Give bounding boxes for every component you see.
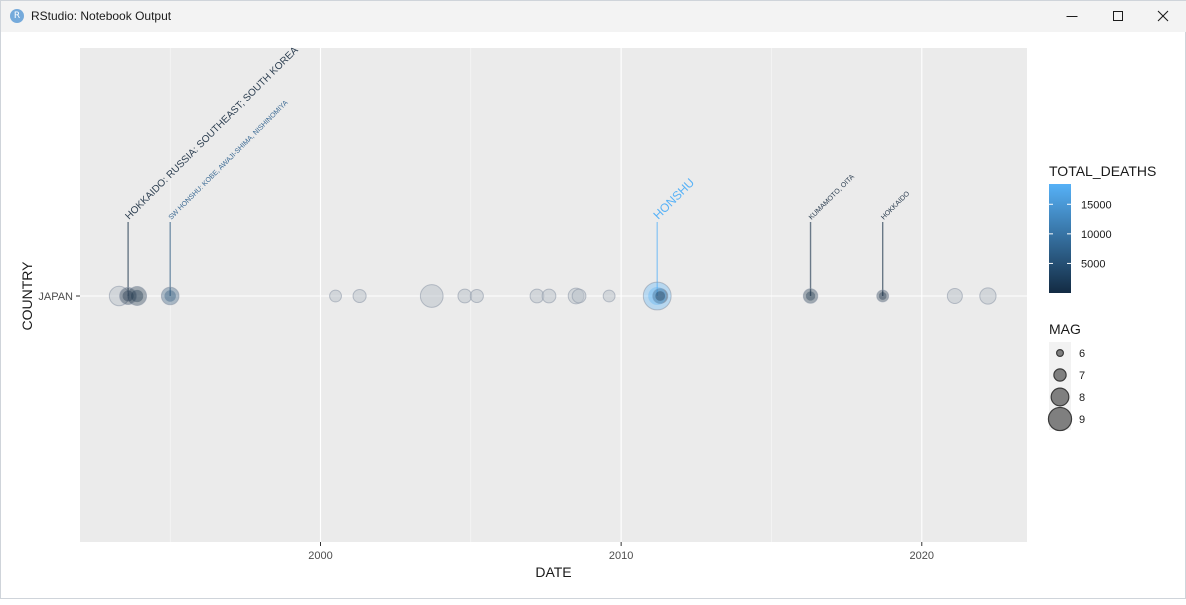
legend-mag-swatch [1053, 368, 1067, 382]
data-point [602, 289, 616, 303]
x-tick-label: 2000 [308, 550, 332, 562]
data-point [876, 289, 890, 303]
data-point-core [122, 290, 134, 302]
legend-deaths-label: 5000 [1081, 258, 1105, 270]
y-axis-title: COUNTRY [19, 261, 35, 331]
data-point-core [164, 290, 176, 302]
rstudio-app-icon: R [10, 9, 24, 23]
data-point [469, 288, 484, 304]
y-tick-label: JAPAN [38, 291, 73, 303]
window-title: RStudio: Notebook Output [31, 9, 172, 23]
legend-mag-label: 9 [1079, 414, 1085, 426]
data-point [541, 288, 557, 304]
data-point [127, 286, 148, 306]
legend-colorbar [1049, 184, 1071, 293]
data-point [160, 286, 180, 306]
legend-mag-title: MAG [1049, 321, 1081, 337]
legend-mag-label: 7 [1079, 370, 1085, 382]
x-tick-label: 2020 [910, 550, 934, 562]
data-point [457, 288, 473, 304]
data-point-core [878, 292, 887, 300]
data-point-core [805, 291, 816, 301]
data-point-core [648, 286, 667, 306]
data-point [802, 288, 819, 304]
data-point-core [655, 291, 666, 301]
earthquake-chart: HOKKAIDO: RUSSIA: SOUTHEAST; SOUTH KOREA… [19, 45, 1156, 580]
legend-mag-label: 6 [1079, 348, 1085, 360]
maximize-icon [1113, 11, 1123, 21]
data-point [571, 288, 587, 304]
plot-area: HOKKAIDO: RUSSIA: SOUTHEAST; SOUTH KOREA… [1, 32, 1186, 600]
legend-deaths-label: 10000 [1081, 229, 1112, 241]
data-point-core [130, 289, 144, 303]
legend-mag-swatch [1055, 349, 1064, 358]
minimize-icon [1066, 16, 1078, 17]
maximize-button[interactable] [1095, 1, 1141, 32]
data-point [979, 287, 997, 305]
x-tick-label: 2010 [609, 550, 633, 562]
data-point [329, 289, 342, 303]
data-point [419, 284, 444, 308]
legend-mag-swatch [1050, 387, 1070, 407]
data-point [119, 287, 138, 305]
title-bar[interactable]: R RStudio: Notebook Output [1, 1, 1186, 32]
minimize-button[interactable] [1049, 1, 1095, 32]
data-point [352, 288, 367, 304]
legend-deaths-title: TOTAL_DEATHS [1049, 163, 1156, 179]
data-point [946, 287, 963, 305]
legend-mag-label: 8 [1079, 392, 1085, 404]
close-icon [1157, 10, 1169, 22]
close-button[interactable] [1140, 1, 1186, 32]
app-icon-letter: R [13, 11, 21, 21]
data-point [652, 287, 669, 305]
data-point [108, 285, 130, 307]
legend-mag-swatch [1047, 406, 1073, 432]
legend-deaths-label: 15000 [1081, 199, 1112, 211]
x-axis-title: DATE [535, 564, 571, 580]
